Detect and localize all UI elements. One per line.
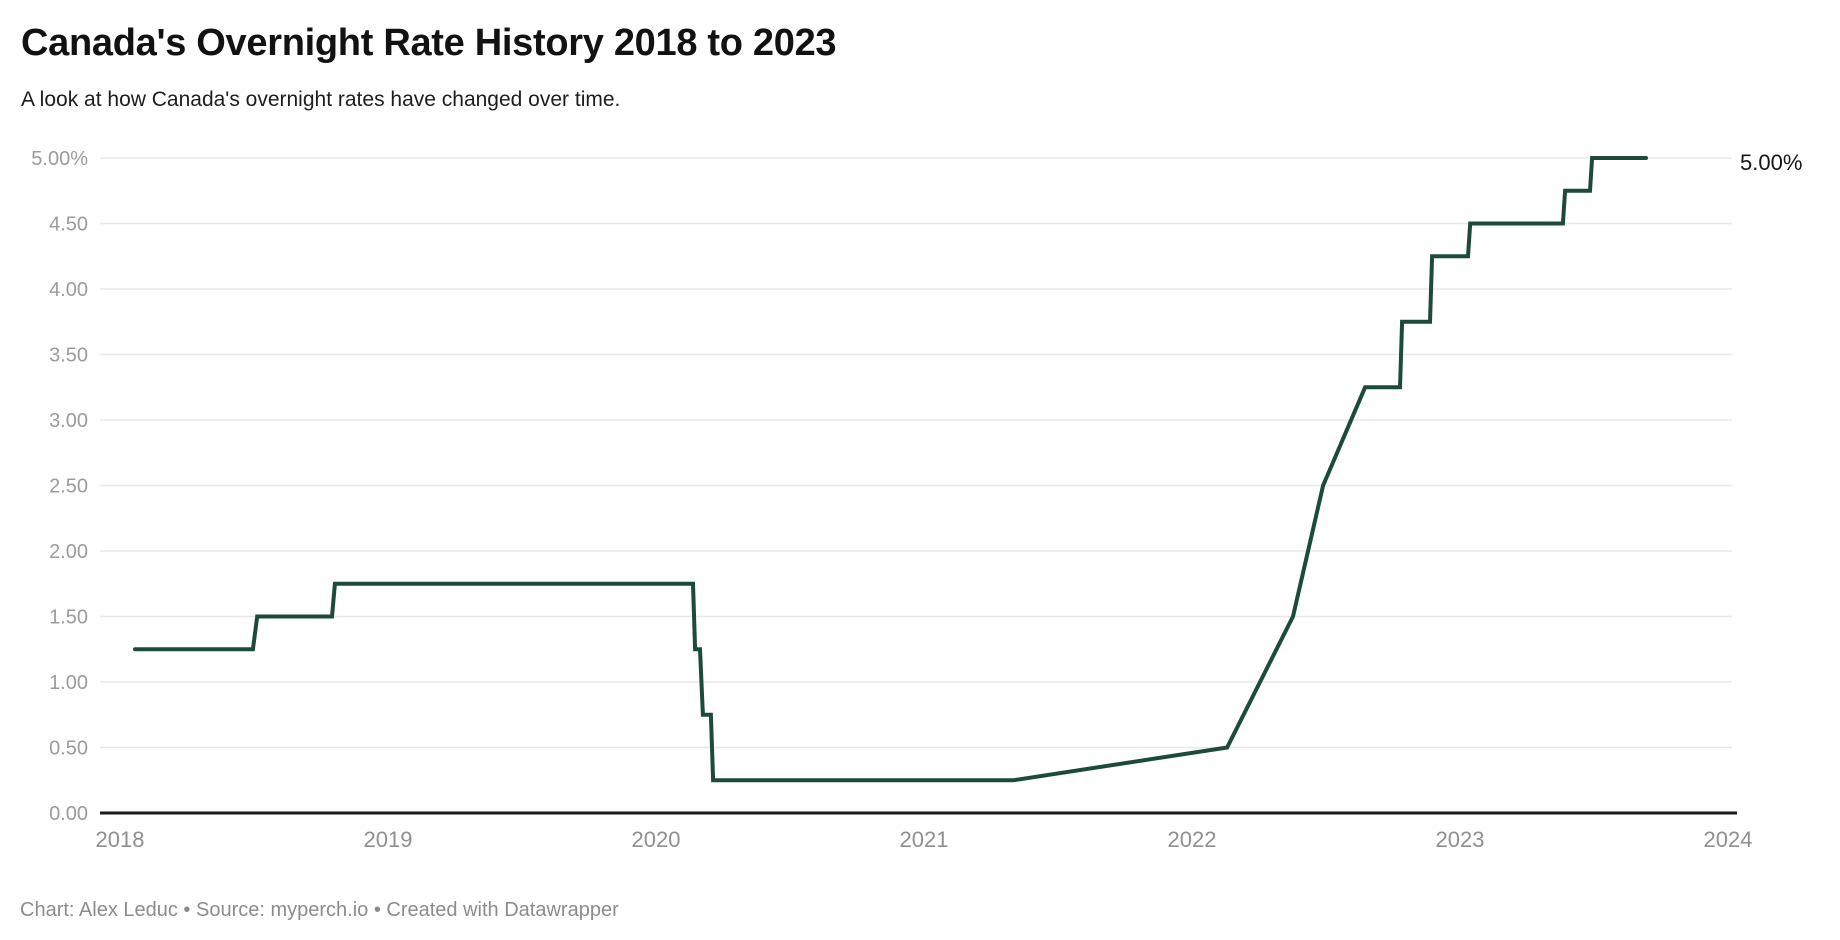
y-tick-label: 5.00% <box>31 148 88 170</box>
chart-title: Canada's Overnight Rate History 2018 to … <box>21 22 837 64</box>
y-tick-label: 3.00 <box>49 410 88 432</box>
x-tick-label: 2020 <box>632 827 681 852</box>
y-tick-label: 2.00 <box>49 541 88 563</box>
x-tick-label: 2023 <box>1436 827 1485 852</box>
rate-line <box>133 156 1648 783</box>
y-tick-label: 4.00 <box>49 279 88 301</box>
end-value-label: 5.00% <box>1740 150 1802 175</box>
y-tick-label: 4.50 <box>49 214 88 236</box>
y-tick-label: 1.00 <box>49 672 88 694</box>
x-tick-label: 2018 <box>96 827 145 852</box>
y-tick-label: 2.50 <box>49 476 88 498</box>
y-tick-label: 1.50 <box>49 607 88 629</box>
x-tick-label: 2021 <box>900 827 949 852</box>
x-tick-label: 2019 <box>364 827 413 852</box>
y-tick-label: 0.00 <box>49 803 88 825</box>
x-tick-label: 2022 <box>1168 827 1217 852</box>
chart-footer-credit: Chart: Alex Leduc • Source: myperch.io •… <box>20 899 619 921</box>
x-tick-label: 2024 <box>1704 827 1753 852</box>
y-tick-label: 3.50 <box>49 345 88 367</box>
chart-subtitle: A look at how Canada's overnight rates h… <box>21 88 621 111</box>
y-tick-label: 0.50 <box>49 738 88 760</box>
